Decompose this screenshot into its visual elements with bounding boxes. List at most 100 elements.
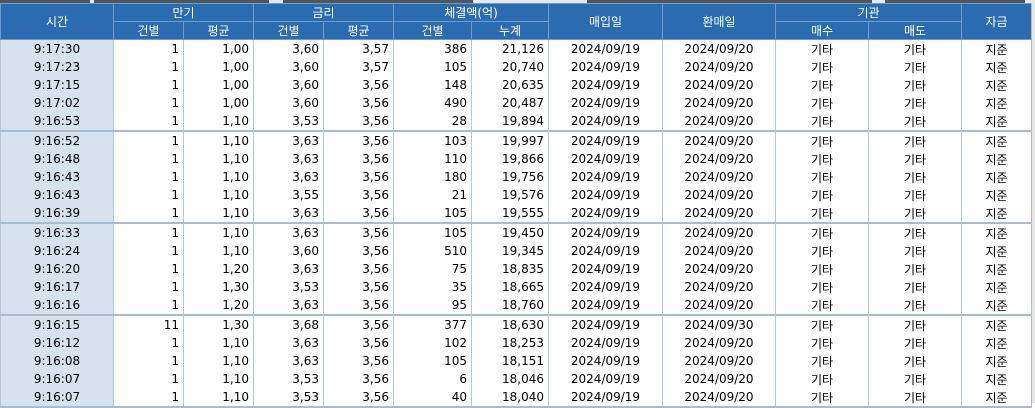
cell-maturity-avg: 1,10 bbox=[183, 388, 254, 408]
cell-buy-date: 2024/09/19 bbox=[548, 39, 663, 58]
cell-institution-sell: 기타 bbox=[868, 204, 962, 224]
cell-institution-sell: 기타 bbox=[868, 242, 962, 260]
table-row[interactable]: 9:16:20 1 1,20 3,63 3,56 75 18,835 2024/09/19 20… bbox=[0, 260, 1032, 278]
cell-amount-count: 40 bbox=[393, 388, 472, 408]
cell-sell-date: 2024/09/20 bbox=[662, 76, 776, 94]
table-row[interactable]: 9:16:48 1 1,10 3,63 3,56 110 19,866 2024/09/19 2… bbox=[0, 150, 1032, 168]
cell-amount-count: 102 bbox=[393, 334, 472, 352]
cell-fund: 지준 bbox=[961, 94, 1032, 112]
cell-institution-buy: 기타 bbox=[775, 315, 869, 334]
cell-rate-count: 3,68 bbox=[253, 315, 324, 334]
cell-rate-count: 3,53 bbox=[253, 370, 324, 388]
table-row[interactable]: 9:17:30 1 1,00 3,60 3,57 386 21,126 2024/09/19 2… bbox=[0, 39, 1032, 58]
table-row[interactable]: 9:16:12 1 1,10 3,63 3,56 102 18,253 2024/09/19 2… bbox=[0, 334, 1032, 352]
cell-time: 9:16:07 bbox=[0, 370, 114, 388]
table-row[interactable]: 9:16:07 1 1,10 3,53 3,56 6 18,046 2024/09/19 202… bbox=[0, 370, 1032, 388]
cell-time: 9:16:12 bbox=[0, 334, 114, 352]
header-time[interactable]: 시간 bbox=[0, 3, 114, 40]
tab[interactable] bbox=[283, 0, 473, 3]
cell-maturity-avg: 1,00 bbox=[183, 76, 254, 94]
table-row[interactable]: 9:16:15 11 1,30 3,68 3,56 377 18,630 2024/09/19… bbox=[0, 315, 1032, 334]
cell-rate-avg: 3,56 bbox=[323, 186, 394, 204]
cell-amount-cumulative: 19,997 bbox=[471, 131, 549, 150]
cell-time: 9:16:15 bbox=[0, 315, 114, 334]
table-row[interactable]: 9:16:53 1 1,10 3,53 3,56 28 19,894 2024/09/19 20… bbox=[0, 112, 1032, 132]
header-institution-sell[interactable]: 매도 bbox=[868, 21, 962, 40]
cell-rate-count: 3,55 bbox=[253, 186, 324, 204]
header-sell-date[interactable]: 환매일 bbox=[662, 3, 776, 40]
header-rate-count[interactable]: 건별 bbox=[253, 21, 324, 40]
cell-fund: 지준 bbox=[961, 352, 1032, 370]
table-row[interactable]: 9:17:15 1 1,00 3,60 3,56 148 20,635 2024/09/19 2… bbox=[0, 76, 1032, 94]
cell-fund: 지준 bbox=[961, 39, 1032, 58]
cell-amount-cumulative: 20,487 bbox=[471, 94, 549, 112]
cell-fund: 지준 bbox=[961, 242, 1032, 260]
cell-buy-date: 2024/09/19 bbox=[548, 168, 663, 186]
tab[interactable] bbox=[885, 0, 1025, 3]
cell-amount-cumulative: 20,635 bbox=[471, 76, 549, 94]
cell-buy-date: 2024/09/19 bbox=[548, 150, 663, 168]
cell-institution-buy: 기타 bbox=[775, 242, 869, 260]
table-row[interactable]: 9:16:43 1 1,10 3,55 3,56 21 19,576 2024/09/19 20… bbox=[0, 186, 1032, 204]
cell-amount-count: 103 bbox=[393, 131, 472, 150]
cell-buy-date: 2024/09/19 bbox=[548, 204, 663, 224]
cell-institution-buy: 기타 bbox=[775, 76, 869, 94]
header-rate: 금리 bbox=[253, 3, 394, 22]
cell-fund: 지준 bbox=[961, 204, 1032, 224]
table-row[interactable]: 9:16:43 1 1,10 3,63 3,56 180 19,756 2024/09/19 2… bbox=[0, 168, 1032, 186]
cell-rate-count: 3,53 bbox=[253, 278, 324, 296]
cell-institution-sell: 기타 bbox=[868, 150, 962, 168]
table-row[interactable]: 9:16:17 1 1,30 3,53 3,56 35 18,665 2024/09/19 20… bbox=[0, 278, 1032, 296]
cell-rate-count: 3,63 bbox=[253, 223, 324, 242]
table-row[interactable]: 9:16:07 1 1,10 3,53 3,56 40 18,040 2024/09/19 20… bbox=[0, 388, 1032, 408]
cell-maturity-count: 1 bbox=[113, 94, 184, 112]
cell-maturity-avg: 1,10 bbox=[183, 334, 254, 352]
cell-amount-cumulative: 19,866 bbox=[471, 150, 549, 168]
tab[interactable] bbox=[587, 0, 872, 3]
header-amount-cumulative[interactable]: 누계 bbox=[471, 21, 549, 40]
cell-rate-count: 3,63 bbox=[253, 204, 324, 224]
cell-rate-count: 3,53 bbox=[253, 112, 324, 132]
cell-rate-avg: 3,56 bbox=[323, 94, 394, 112]
cell-maturity-avg: 1,20 bbox=[183, 260, 254, 278]
header-maturity-count[interactable]: 건별 bbox=[113, 21, 184, 40]
header-fund[interactable]: 자금 bbox=[961, 3, 1032, 40]
table-row[interactable]: 9:16:08 1 1,10 3,63 3,56 105 18,151 2024/09/19 2… bbox=[0, 352, 1032, 370]
cell-sell-date: 2024/09/30 bbox=[662, 315, 776, 334]
cell-institution-sell: 기타 bbox=[868, 58, 962, 76]
vertical-scrollbar[interactable] bbox=[1031, 3, 1035, 403]
cell-maturity-count: 1 bbox=[113, 168, 184, 186]
cell-maturity-avg: 1,10 bbox=[183, 204, 254, 224]
cell-sell-date: 2024/09/20 bbox=[662, 260, 776, 278]
cell-buy-date: 2024/09/19 bbox=[548, 186, 663, 204]
table-row[interactable]: 9:16:39 1 1,10 3,63 3,56 105 19,555 2024/09/19 2… bbox=[0, 204, 1032, 224]
table-row[interactable]: 9:16:16 1 1,20 3,63 3,56 95 18,760 2024/09/19 20… bbox=[0, 296, 1032, 316]
cell-buy-date: 2024/09/19 bbox=[548, 223, 663, 242]
table-row[interactable]: 9:16:52 1 1,10 3,63 3,56 103 19,997 2024/09/19 2… bbox=[0, 131, 1032, 150]
cell-fund: 지준 bbox=[961, 315, 1032, 334]
cell-rate-avg: 3,56 bbox=[323, 370, 394, 388]
table-row[interactable]: 9:17:23 1 1,00 3,60 3,57 105 20,740 2024/09/19 2… bbox=[0, 58, 1032, 76]
cell-amount-count: 105 bbox=[393, 223, 472, 242]
cell-rate-avg: 3,56 bbox=[323, 223, 394, 242]
header-maturity-avg[interactable]: 평균 bbox=[183, 21, 254, 40]
cell-maturity-count: 1 bbox=[113, 223, 184, 242]
header-institution-buy[interactable]: 매수 bbox=[775, 21, 869, 40]
cell-rate-avg: 3,57 bbox=[323, 58, 394, 76]
table-row[interactable]: 9:16:24 1 1,10 3,60 3,56 510 19,345 2024/09/19 2… bbox=[0, 242, 1032, 260]
header-rate-avg[interactable]: 평균 bbox=[323, 21, 394, 40]
cell-amount-cumulative: 18,835 bbox=[471, 260, 549, 278]
cell-rate-avg: 3,56 bbox=[323, 204, 394, 224]
cell-rate-count: 3,63 bbox=[253, 150, 324, 168]
cell-fund: 지준 bbox=[961, 260, 1032, 278]
header-amount-count[interactable]: 건별 bbox=[393, 21, 472, 40]
cell-fund: 지준 bbox=[961, 131, 1032, 150]
table-row[interactable]: 9:16:33 1 1,10 3,63 3,56 105 19,450 2024/09/19 2… bbox=[0, 223, 1032, 242]
cell-buy-date: 2024/09/19 bbox=[548, 94, 663, 112]
table-row[interactable]: 9:17:02 1 1,00 3,60 3,56 490 20,487 2024/09/19 2… bbox=[0, 94, 1032, 112]
header-buy-date[interactable]: 매입일 bbox=[548, 3, 663, 40]
cell-sell-date: 2024/09/20 bbox=[662, 334, 776, 352]
tab[interactable] bbox=[0, 0, 90, 3]
tab[interactable] bbox=[94, 0, 269, 3]
cell-buy-date: 2024/09/19 bbox=[548, 315, 663, 334]
